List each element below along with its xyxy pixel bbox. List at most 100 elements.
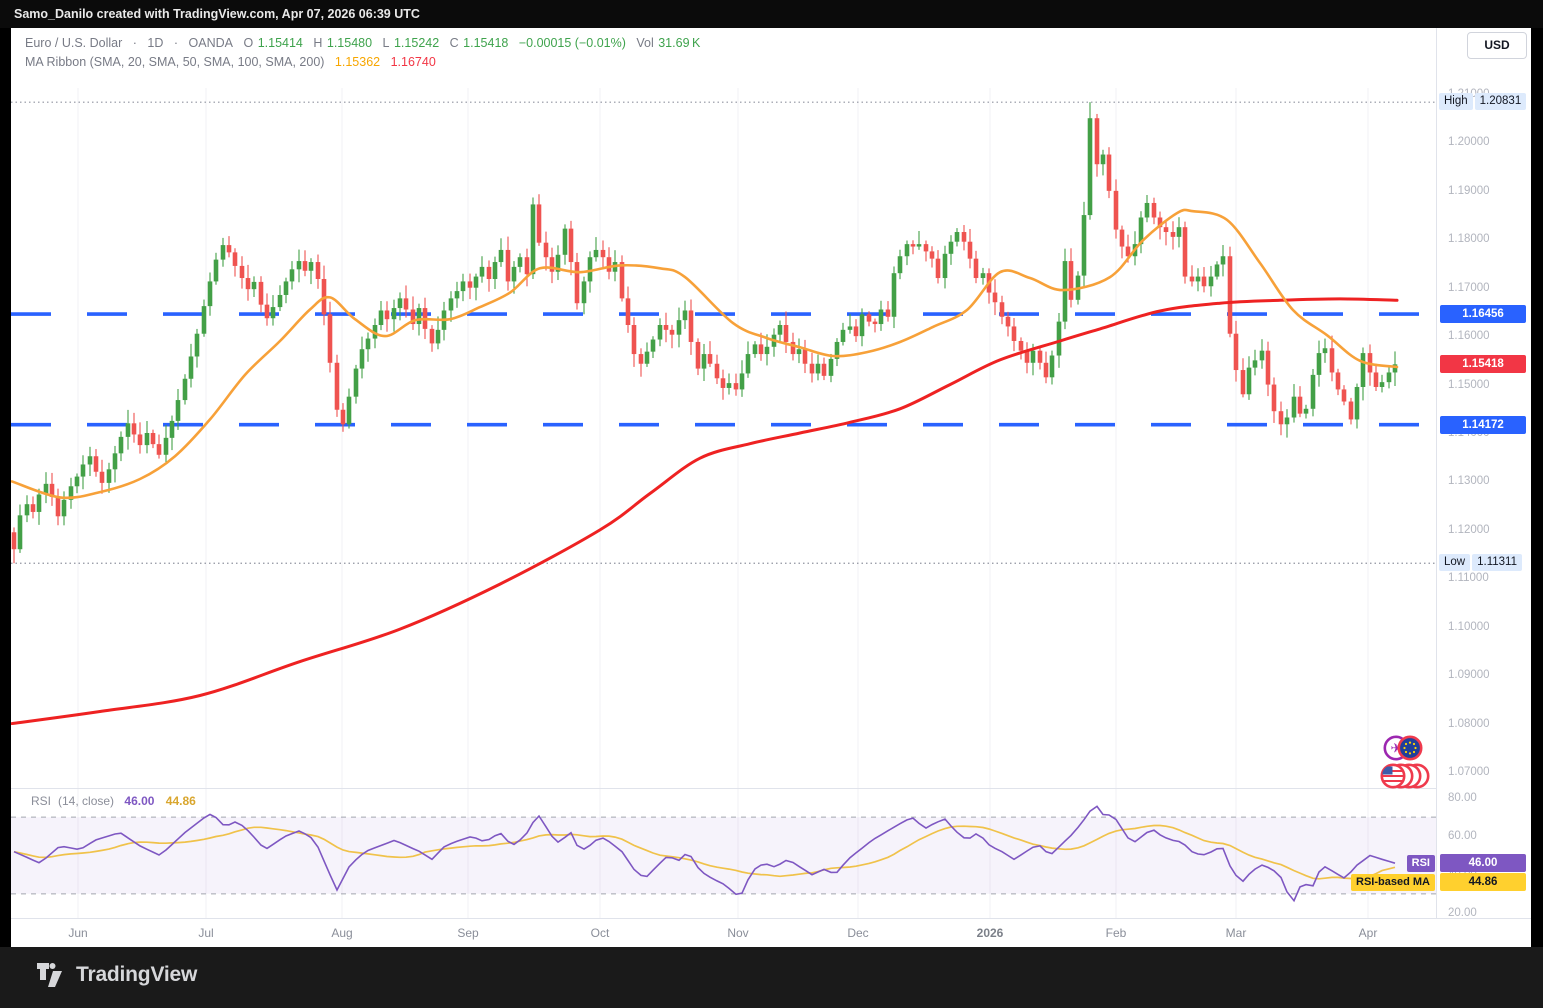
tradingview-logo-text: TradingView [76, 963, 198, 986]
candle [1182, 227, 1188, 277]
close-value: 1.15418 [463, 36, 509, 50]
attribution-bar: Samo_Danilo created with TradingView.com… [0, 0, 1543, 28]
candle [935, 258, 941, 279]
rsi-title[interactable]: RSI [31, 794, 52, 808]
symbol-legend: Euro / U.S. Dollar · 1D · OANDA O 1.1541… [25, 34, 707, 72]
candle [543, 242, 549, 258]
event-flags[interactable]: ✈ [1377, 734, 1433, 792]
candle [163, 437, 169, 455]
indicator-value-slow: 1.16740 [390, 55, 436, 69]
candle [764, 346, 770, 355]
rsi-tick-label: 80.00 [1448, 792, 1477, 804]
candle [885, 309, 891, 317]
eu-economic-event-icon[interactable]: ✈ [1383, 735, 1423, 761]
indicator-value-fast: 1.15362 [334, 55, 381, 69]
indicator-row[interactable]: MA Ribbon (SMA, 20, SMA, 50, SMA, 100, S… [25, 53, 707, 72]
time-axis-label: Apr [1358, 926, 1378, 940]
candle [1322, 348, 1328, 354]
candle [1379, 382, 1385, 387]
rsi-legend[interactable]: RSI (14, close) 46.00 44.86 [31, 794, 196, 808]
candle [961, 232, 967, 242]
time-axis-label: 2026 [976, 926, 1004, 940]
candle [549, 257, 555, 272]
candle [61, 499, 67, 517]
candle [416, 308, 422, 325]
rsi-value: 46.00 [124, 794, 155, 808]
candle [555, 254, 561, 272]
plot-area[interactable]: Euro / U.S. Dollar · 1D · OANDA O 1.1541… [11, 28, 1436, 918]
tradingview-logo[interactable]: TradingView [36, 962, 197, 988]
candle [695, 341, 701, 369]
candle [1297, 396, 1303, 414]
candle [106, 469, 112, 483]
candle [80, 464, 86, 477]
candle [891, 273, 897, 317]
candle [948, 241, 954, 254]
time-axis-label: Dec [847, 926, 869, 940]
candle [1271, 384, 1277, 412]
candle [30, 504, 36, 512]
price-pane-canvas[interactable] [11, 28, 1436, 788]
candle [1106, 154, 1112, 191]
candle [1176, 227, 1182, 237]
timeframe[interactable]: 1D [147, 36, 164, 50]
candle [245, 278, 251, 290]
candle [277, 294, 283, 308]
candle [353, 368, 359, 397]
candle [334, 362, 340, 410]
candle [828, 358, 834, 376]
candle [1386, 372, 1392, 383]
candle [131, 423, 137, 435]
candle [194, 333, 200, 357]
candle [644, 351, 650, 364]
candle [562, 228, 568, 255]
symbol-title[interactable]: Euro / U.S. Dollar [25, 36, 123, 50]
candle [448, 298, 454, 311]
candle [657, 325, 663, 340]
candle [790, 341, 796, 355]
price-axis[interactable]: USD High 1.20831 Low 1.11311 1.210001.20… [1436, 28, 1531, 919]
symbol-row[interactable]: Euro / U.S. Dollar · 1D · OANDA O 1.1541… [25, 36, 701, 50]
rsi-line-label: RSI [1406, 854, 1435, 872]
attribution-text: Samo_Danilo created with TradingView.com… [14, 7, 420, 21]
candle [714, 363, 720, 379]
price-tick-label: 1.13000 [1448, 475, 1490, 488]
candle [783, 325, 789, 342]
price-tick-label: 1.11000 [1448, 572, 1489, 585]
chart-card: Euro / U.S. Dollar · 1D · OANDA O 1.1541… [11, 28, 1531, 948]
time-axis[interactable]: Jun Jul Aug Sep Oct Nov Dec 2026 Feb Mar Apr [11, 918, 1531, 948]
candle [1252, 360, 1258, 368]
eu-stars-icon [1403, 741, 1417, 755]
rsi-pane-canvas[interactable] [11, 788, 1436, 918]
candle [156, 444, 162, 455]
price-tick-label: 1.10000 [1448, 620, 1490, 633]
candle [384, 310, 390, 320]
candle [1316, 353, 1322, 375]
candle [498, 249, 504, 263]
open-value: 1.15414 [257, 36, 303, 50]
candle [410, 309, 416, 325]
us-economic-events-icon[interactable] [1380, 763, 1430, 789]
candle [796, 349, 802, 355]
candle [315, 262, 321, 279]
candle [530, 204, 536, 275]
candle [1125, 246, 1131, 257]
candle [600, 249, 606, 258]
currency-toggle-button[interactable]: USD [1467, 32, 1527, 59]
candle [467, 281, 473, 288]
candle [720, 378, 726, 388]
candle [99, 471, 105, 483]
candle [904, 244, 910, 257]
candle [201, 306, 207, 334]
candle [536, 204, 542, 243]
candle [1214, 264, 1220, 277]
candle [802, 349, 808, 364]
candle [473, 276, 479, 288]
candle [942, 253, 948, 279]
candle [55, 496, 61, 517]
high-price-value: 1.20831 [1474, 93, 1527, 111]
candle [492, 262, 498, 279]
high-price-label: High 1.20831 [1439, 93, 1527, 111]
candle [1233, 333, 1239, 371]
indicator-title[interactable]: MA Ribbon (SMA, 20, SMA, 50, SMA, 100, S… [25, 55, 325, 69]
